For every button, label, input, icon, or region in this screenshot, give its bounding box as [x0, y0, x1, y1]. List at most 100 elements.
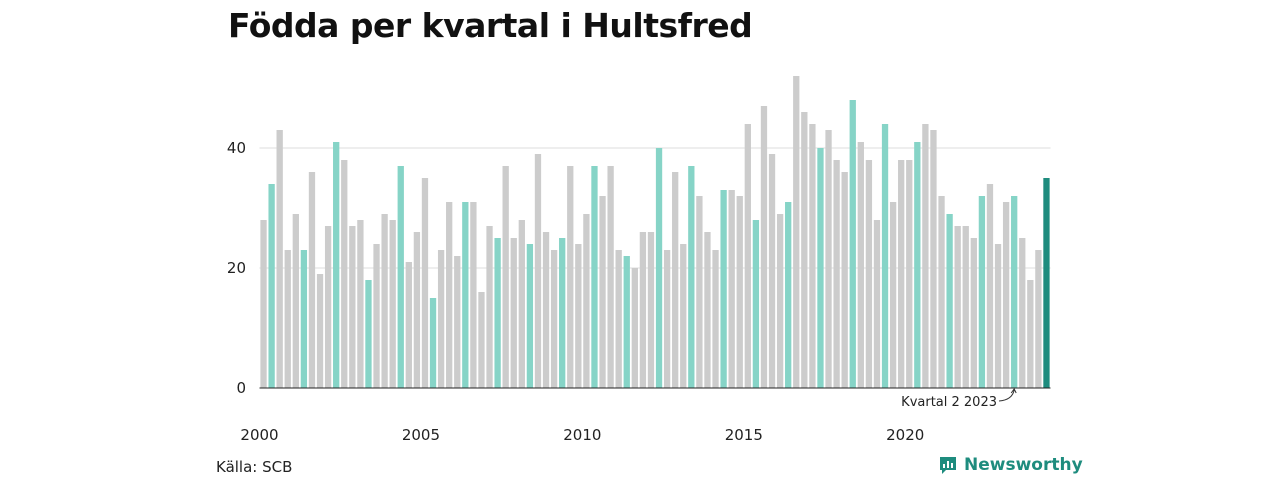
bar [922, 124, 929, 388]
bar [849, 100, 856, 388]
bar [889, 202, 897, 388]
bar [373, 244, 380, 388]
bar [817, 148, 824, 388]
bar [946, 214, 953, 388]
annotation-label: Kvartal 2 2023 [901, 395, 997, 410]
x-tick-label: 2010 [563, 426, 601, 444]
y-tick-label: 20 [227, 259, 246, 277]
bar [801, 112, 808, 388]
bar [970, 238, 977, 388]
bar [1043, 178, 1050, 388]
bar [647, 232, 655, 388]
bar [1019, 238, 1026, 388]
bar [954, 226, 961, 388]
x-tick-label: 2000 [240, 426, 278, 444]
bar [865, 160, 873, 388]
annotation-arrow [998, 388, 1017, 402]
bar [680, 244, 687, 388]
brand-logo: Newsworthy [938, 455, 1083, 475]
bar [437, 250, 445, 388]
bar [478, 292, 485, 388]
bar [397, 166, 404, 388]
bar [663, 250, 671, 388]
bar [736, 196, 743, 388]
bar [785, 202, 792, 388]
bar [381, 214, 388, 388]
bar [567, 166, 574, 388]
bar [502, 166, 509, 388]
bar [607, 166, 614, 388]
bar [429, 298, 437, 388]
bar [631, 268, 638, 388]
y-axis-ticks: 0 20 40 [227, 139, 246, 397]
bar [994, 244, 1002, 388]
bar [518, 220, 525, 388]
bar [268, 184, 275, 388]
bar [720, 190, 727, 388]
chart-title: Födda per kvartal i Hultsfred [228, 6, 753, 45]
x-tick-label: 2015 [725, 426, 763, 444]
bar [292, 214, 299, 388]
bar [930, 130, 937, 388]
bar [260, 220, 267, 388]
bar [768, 154, 776, 388]
bar [405, 262, 412, 388]
bar [1011, 196, 1018, 388]
bar [776, 214, 784, 388]
bar [914, 142, 921, 388]
bar [712, 250, 719, 388]
bar [526, 244, 534, 388]
bar [559, 238, 566, 388]
bar [672, 172, 679, 388]
latest-annotation: Kvartal 2 2023 [901, 388, 1017, 410]
bar [1027, 280, 1034, 388]
bar [357, 220, 364, 388]
bar [793, 76, 800, 388]
brand-name: Newsworthy [964, 455, 1083, 475]
bar [704, 232, 711, 388]
bar [825, 130, 832, 388]
bar-chart: 0 20 40 2000 2005 2010 2015 2020 Kvartal 2 202… [227, 76, 1051, 444]
bar [276, 130, 283, 388]
bar [542, 232, 550, 388]
newsworthy-logo-icon [940, 457, 956, 474]
bar [696, 196, 703, 388]
bar [873, 220, 881, 388]
bar [365, 280, 372, 388]
bar [413, 232, 421, 388]
bar [486, 226, 493, 388]
bar [389, 220, 396, 388]
bar [324, 226, 332, 388]
bar [898, 160, 905, 388]
bar [308, 172, 316, 388]
x-tick-label: 2020 [886, 426, 924, 444]
y-tick-label: 0 [236, 379, 246, 397]
source-note: Källa: SCB [216, 458, 293, 476]
bar [728, 190, 735, 388]
bar [316, 274, 324, 388]
bar [881, 124, 889, 388]
bar [534, 154, 542, 388]
x-tick-label: 2005 [402, 426, 440, 444]
bar [462, 202, 469, 388]
bar [583, 214, 590, 388]
bar [841, 172, 848, 388]
bar [906, 160, 913, 388]
bar [421, 178, 429, 388]
bar [752, 220, 760, 388]
bar [938, 196, 945, 388]
bar [550, 250, 558, 388]
bar [655, 148, 663, 388]
bar [591, 166, 598, 388]
bar [284, 250, 291, 388]
bar [978, 196, 986, 388]
bar [575, 244, 582, 388]
bar [1002, 202, 1010, 388]
bar [833, 160, 840, 388]
bars [260, 76, 1050, 388]
bar [300, 250, 308, 388]
bar [510, 238, 517, 388]
bar [446, 202, 453, 388]
bar [962, 226, 969, 388]
bar [857, 142, 864, 388]
